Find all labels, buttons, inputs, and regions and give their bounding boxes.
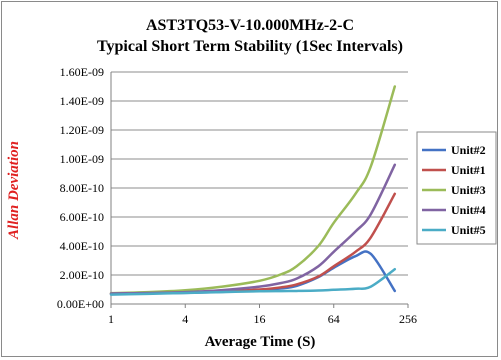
y-axis-label: Allan Deviation xyxy=(6,141,22,240)
y-tick-labels: 0.00E+00 2.00E-10 4.00E-10 6.00E-10 8.00E-10… xyxy=(57,65,104,311)
y-tick-label: 1.00E-09 xyxy=(60,152,104,166)
series-line-unit-1 xyxy=(109,192,397,296)
chart-title: AST3TQ53-V-10.000MHz-2-C xyxy=(146,17,354,34)
y-tick-label: 0.00E+00 xyxy=(57,297,104,311)
x-axis-label: Average Time (S) xyxy=(205,334,316,350)
legend-label-unit-4: Unit#4 xyxy=(451,203,486,217)
series-line-unit-4 xyxy=(109,163,397,295)
y-tick-label: 6.00E-10 xyxy=(60,210,104,224)
legend-label-unit-5: Unit#5 xyxy=(451,223,486,237)
y-tick-label: 8.00E-10 xyxy=(60,181,104,195)
y-tick-label: 1.40E-09 xyxy=(60,94,104,108)
gridlines xyxy=(111,71,408,276)
x-tick-label: 4 xyxy=(182,312,188,326)
chart-subtitle: Typical Short Term Stability (1Sec Inter… xyxy=(97,38,403,55)
x-tick-label: 16 xyxy=(254,312,266,326)
y-tick-label: 2.00E-10 xyxy=(60,268,104,282)
x-tick-labels: 1 4 16 64 256 xyxy=(108,304,417,326)
legend-label-unit-1: Unit#1 xyxy=(451,163,486,177)
series-line-unit-3 xyxy=(109,85,397,295)
series-line-unit-5 xyxy=(109,267,397,296)
y-tick-label: 4.00E-10 xyxy=(60,239,104,253)
x-tick-label: 64 xyxy=(328,312,340,326)
legend-label-unit-2: Unit#2 xyxy=(451,143,486,157)
legend-label-unit-3: Unit#3 xyxy=(451,183,486,197)
series-lines xyxy=(109,85,397,296)
y-tick-label: 1.60E-09 xyxy=(60,65,104,79)
legend: Unit#2 Unit#1 Unit#3 Unit#4 Unit#5 xyxy=(416,131,497,245)
y-tick-label: 1.20E-09 xyxy=(60,123,104,137)
x-tick-label: 256 xyxy=(399,312,417,326)
x-tick-label: 1 xyxy=(108,312,114,326)
